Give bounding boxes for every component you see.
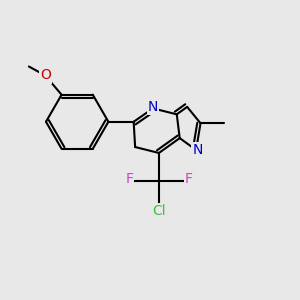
Text: N: N (192, 143, 203, 157)
Text: O: O (40, 68, 51, 83)
Text: N: N (148, 100, 158, 114)
Text: F: F (184, 172, 193, 186)
Text: F: F (125, 172, 133, 186)
Text: Cl: Cl (152, 204, 166, 218)
